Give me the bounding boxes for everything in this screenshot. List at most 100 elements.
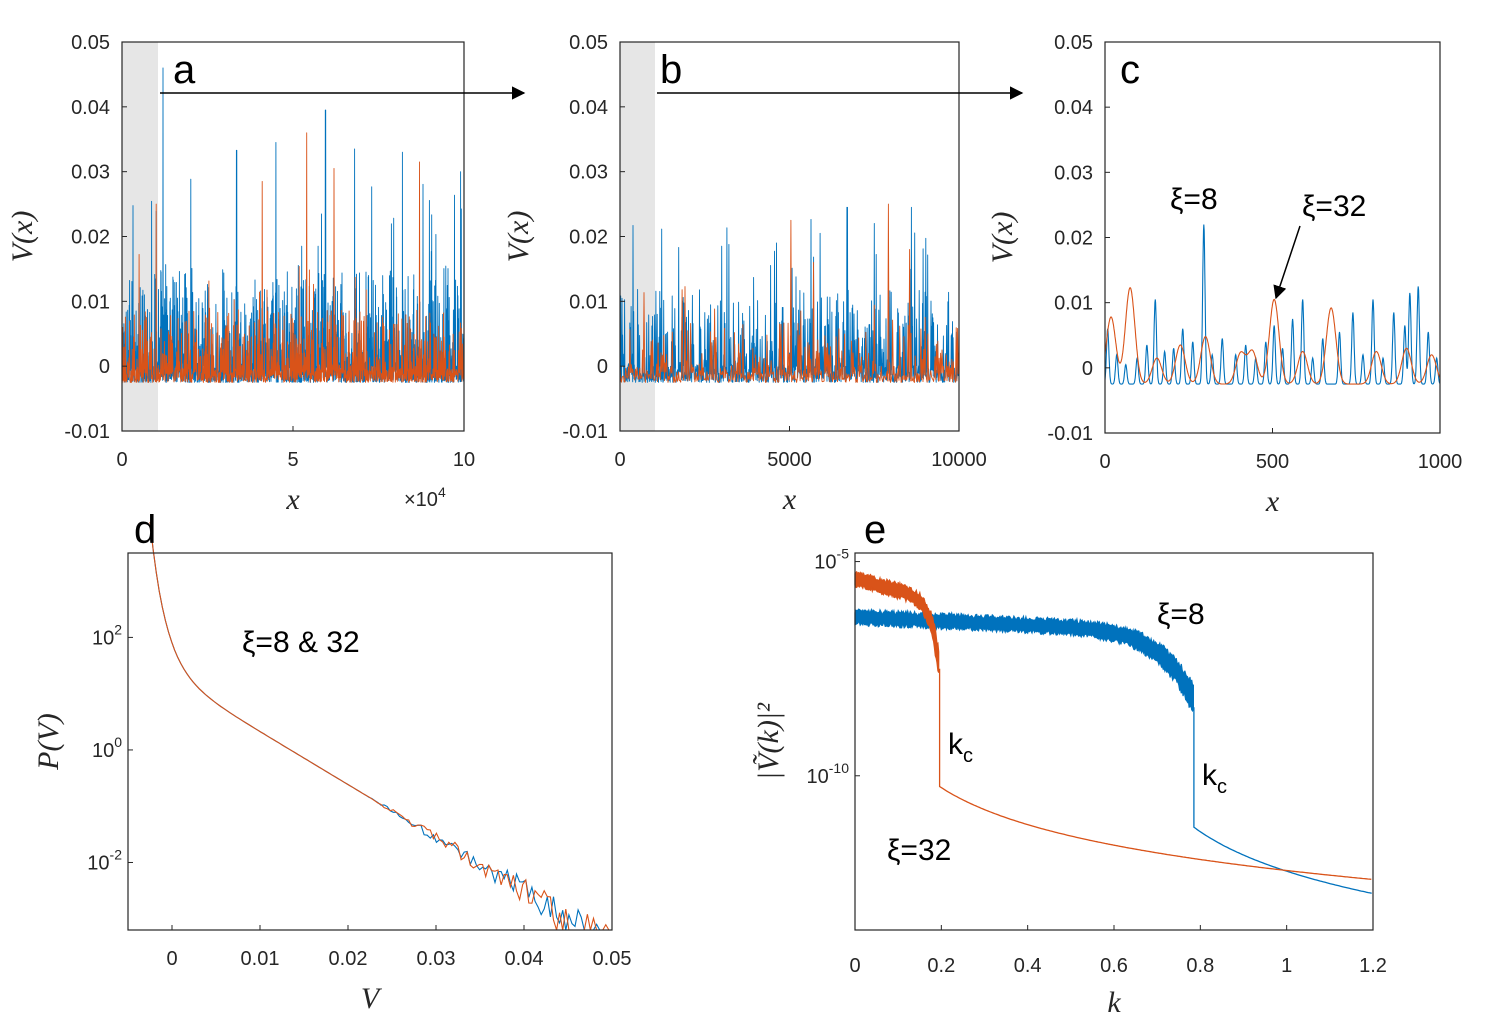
series-band-xi-8: [854, 607, 1194, 712]
x-axis-label: x: [782, 483, 797, 516]
series-line-xi-8: [149, 522, 609, 931]
panel-e-axes: 0 0.2 0.4 0.6 0.8 1 1.2 10-5 10-10 k |Ṽ(k)|²: [752, 546, 1387, 1019]
annotation-kc-8: kc: [1202, 759, 1227, 798]
x-multiplier-a: ×104: [404, 484, 446, 511]
y-tick-label: 0.01: [569, 291, 608, 313]
x-tick-label: 0: [1099, 451, 1110, 473]
panel-e-series: [854, 570, 1372, 894]
x-tick-label: 500: [1256, 451, 1289, 473]
y-tick-label: 102: [92, 621, 122, 649]
y-tick-label: 10-2: [87, 846, 122, 874]
x-tick-label: 0: [116, 449, 127, 471]
series-line-xi-8: [1104, 224, 1441, 385]
y-axis-label: V(x): [6, 211, 39, 263]
annotation-kc-32: kc: [948, 728, 973, 767]
panel-d-chart: 0 0.01 0.02 0.03 0.04 0.05 102 100 10-2 V P(V) d ξ…: [32, 508, 631, 1015]
x-tick-label: 10000: [931, 449, 987, 471]
x-tick-label: 0.05: [593, 948, 632, 970]
series-band-xi-32: [854, 570, 940, 673]
panel-a-chart: 0 5 10 -0.01 0 0.01 0.02 0.03 0.04 0.05 x V(x) a ×1…: [6, 32, 475, 516]
x-tick-label: 0.02: [329, 948, 368, 970]
annotation-e-xi-32: ξ=32: [887, 834, 951, 867]
y-tick-label: 0.04: [569, 97, 608, 119]
x-tick-label: 0.04: [505, 948, 544, 970]
panel-d-series: [149, 522, 610, 931]
x-tick-label: 0: [166, 948, 177, 970]
panel-e-chart: 0 0.2 0.4 0.6 0.8 1 1.2 10-5 10-10 k |Ṽ(k)|² e ξ=…: [752, 508, 1387, 1019]
x-tick-label: 0: [849, 955, 860, 977]
y-tick-label: 0.02: [1054, 228, 1093, 250]
x-tick-label: 0.2: [927, 955, 955, 977]
series-line-xi-32: [121, 132, 465, 383]
panel-letter-a: a: [173, 48, 196, 92]
y-tick-label: 0.03: [1054, 162, 1093, 184]
panel-c-axes: 0 500 1000 -0.01 0 0.01 0.02 0.03 0.04 0.05 x V(x): [986, 32, 1462, 518]
x-tick-label: 1: [1281, 955, 1292, 977]
panel-d-frame: [127, 552, 613, 931]
y-tick-label: 0.03: [71, 162, 110, 184]
x-tick-label: 0.6: [1100, 955, 1128, 977]
panel-letter-b: b: [660, 48, 682, 92]
panel-b-axes: 0 5000 10000 -0.01 0 0.01 0.02 0.03 0.04 0.05 x V(x…: [502, 32, 987, 516]
y-tick-label: 0.05: [1054, 32, 1093, 54]
y-tick-label: -0.01: [64, 421, 110, 443]
panel-letter-c: c: [1120, 48, 1140, 92]
x-axis-label: x: [285, 483, 300, 516]
panel-a-axes: 0 5 10 -0.01 0 0.01 0.02 0.03 0.04 0.05 x V(x): [6, 32, 475, 516]
y-tick-label: 0: [99, 356, 110, 378]
y-tick-label: -0.01: [1047, 423, 1093, 445]
annotation-xi-32: ξ=32: [1302, 190, 1366, 223]
series-tail-xi-8: [1193, 707, 1372, 894]
x-tick-label: 0.4: [1014, 955, 1042, 977]
y-tick-label: 0.01: [1054, 293, 1093, 315]
annotation-e-xi-8: ξ=8: [1157, 598, 1205, 631]
panel-c-series: [1104, 224, 1441, 385]
x-axis-label: x: [1265, 485, 1280, 518]
y-tick-label: 0: [597, 356, 608, 378]
series-line-xi-8: [121, 67, 465, 383]
y-tick-label: 0.05: [71, 32, 110, 54]
x-axis-label: k: [1107, 986, 1121, 1019]
y-tick-label: 100: [92, 734, 122, 762]
panel-b-chart: 0 5000 10000 -0.01 0 0.01 0.02 0.03 0.04 0.05 x V(x…: [502, 32, 987, 516]
x-tick-label: 1000: [1418, 451, 1463, 473]
panel-b-series: [619, 203, 960, 383]
y-tick-label: 10-5: [814, 546, 849, 574]
panel-c-chart: 0 500 1000-0.0100.010.020.030.040.05xV(x) …: [986, 32, 1462, 518]
y-tick-label: 0: [1082, 358, 1093, 380]
y-tick-label: 0.02: [71, 227, 110, 249]
x-tick-label: 0.8: [1186, 955, 1214, 977]
series-line-xi-32: [619, 203, 960, 383]
y-tick-label: 0.03: [569, 162, 608, 184]
x-axis-label: V: [361, 982, 383, 1015]
panel-c-frame: [1104, 41, 1441, 434]
series-line-xi-32: [149, 522, 610, 931]
x-tick-label: 0.03: [417, 948, 456, 970]
series-tail-xi-32: [938, 668, 1372, 880]
y-axis-label: P(V): [32, 713, 65, 771]
annotation-xi-8-and-32: ξ=8 & 32: [242, 626, 360, 659]
x-tick-label: 0.01: [241, 948, 280, 970]
x-tick-label: 5: [287, 449, 298, 471]
y-tick-label: 0.04: [71, 97, 110, 119]
y-tick-label: 0.02: [569, 227, 608, 249]
panel-letter-e: e: [864, 508, 886, 552]
annotation-xi-8: ξ=8: [1170, 183, 1218, 216]
x-tick-label: 0: [614, 449, 625, 471]
series-line-xi-32: [1104, 287, 1441, 385]
panel-d-axes: 0 0.01 0.02 0.03 0.04 0.05 102 100 10-2 V P(V): [32, 621, 631, 1015]
panel-e-frame: [854, 552, 1374, 931]
x-tick-label: 5000: [767, 449, 812, 471]
y-axis-label: V(x): [502, 211, 535, 263]
annotation-arrow-xi-32: [1273, 225, 1301, 300]
panel-letter-d: d: [134, 508, 156, 552]
y-axis-label: |Ṽ(k)|²: [752, 702, 785, 780]
panel-a-frame: [121, 41, 465, 432]
x-tick-label: 1.2: [1359, 955, 1387, 977]
y-tick-label: 0.01: [71, 291, 110, 313]
y-tick-label: -0.01: [562, 421, 608, 443]
y-axis-label: V(x): [986, 212, 1019, 264]
x-tick-label: 10: [453, 449, 475, 471]
panel-b-frame: [619, 41, 960, 432]
